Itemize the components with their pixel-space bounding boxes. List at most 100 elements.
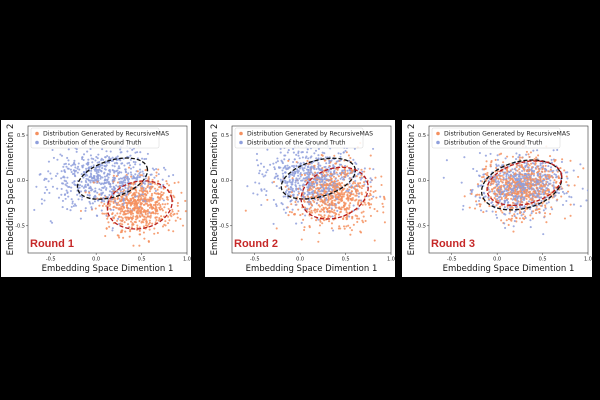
data-point-series-1 [139,201,142,204]
legend-marker [436,131,440,136]
data-point-series-1 [342,225,346,228]
data-point-series-1 [360,187,363,190]
data-point-series-2 [54,175,58,178]
data-point-series-2 [91,202,94,205]
data-point-series-2 [291,208,294,211]
data-point-series-1 [134,198,137,202]
data-point-series-1 [510,184,513,187]
data-point-series-1 [328,211,331,214]
data-point-series-2 [100,200,104,203]
data-point-series-1 [532,178,535,181]
data-point-series-2 [264,174,267,177]
data-point-series-2 [353,147,356,150]
data-point-series-1 [125,173,128,176]
data-point-series-2 [339,172,342,175]
data-point-series-2 [94,159,97,162]
data-point-series-1 [161,193,164,196]
data-point-series-2 [111,188,114,191]
data-point-series-2 [112,185,115,188]
data-point-series-1 [519,202,522,205]
data-point-series-2 [289,188,292,191]
legend-label: Distribution Generated by RecursiveMAS [247,131,373,138]
data-point-series-2 [76,167,79,170]
data-point-series-1 [538,193,541,196]
data-point-series-2 [286,184,289,187]
data-point-series-1 [174,219,177,222]
data-point-series-2 [553,173,556,176]
y-tick-label: 0.0 [418,178,426,184]
data-point-series-1 [345,225,348,228]
data-point-series-2 [84,173,87,176]
data-point-series-2 [495,163,498,166]
data-point-series-1 [486,171,489,174]
data-point-series-1 [309,211,312,214]
data-point-series-2 [508,193,511,196]
data-point-series-1 [162,191,165,195]
data-point-series-2 [142,175,145,178]
data-point-series-2 [321,195,324,199]
data-point-series-1 [540,204,543,207]
data-point-series-2 [124,194,127,197]
data-point-series-2 [101,176,104,179]
data-point-series-1 [136,226,139,229]
data-point-series-2 [477,199,481,202]
data-point-series-2 [69,209,72,212]
data-point-series-1 [121,223,124,226]
data-point-series-2 [516,199,519,202]
data-point-series-1 [333,192,336,195]
data-point-series-1 [533,190,536,193]
data-point-series-1 [540,184,543,187]
data-point-series-1 [321,166,324,170]
data-point-series-1 [486,174,489,177]
data-point-series-1 [292,213,296,216]
data-point-series-1 [112,216,115,219]
data-point-series-2 [121,191,124,194]
data-point-series-2 [60,177,63,180]
data-point-series-2 [348,188,351,191]
data-point-series-2 [99,177,102,180]
data-point-series-2 [90,157,93,160]
data-point-series-1 [109,207,112,210]
data-point-series-2 [74,204,78,207]
data-point-series-1 [544,164,547,167]
data-point-series-1 [543,184,546,187]
data-point-series-1 [156,231,159,235]
data-point-series-2 [509,205,512,208]
data-point-series-1 [114,206,117,209]
data-point-series-2 [94,178,97,182]
data-point-series-1 [331,204,334,207]
data-point-series-2 [85,167,88,170]
data-point-series-2 [541,162,544,165]
data-point-series-2 [544,207,547,210]
data-point-series-2 [123,178,126,181]
data-point-series-1 [116,219,119,222]
data-point-series-2 [102,158,105,161]
data-point-series-1 [158,197,161,200]
data-point-series-1 [176,216,179,219]
data-point-series-1 [525,190,528,193]
data-point-series-2 [502,177,505,181]
data-point-series-2 [282,208,285,211]
data-point-series-2 [537,181,540,184]
data-point-series-1 [139,198,142,201]
data-point-series-1 [326,207,329,210]
data-point-series-1 [535,156,538,159]
x-tick-label: -0.5 [250,257,260,263]
data-point-series-2 [96,157,99,160]
data-point-series-2 [92,158,95,161]
data-point-series-2 [568,195,571,198]
data-point-series-2 [144,200,147,203]
data-point-series-1 [145,222,148,225]
data-point-series-2 [122,203,125,206]
data-point-series-2 [341,170,344,173]
data-point-series-2 [90,206,93,209]
data-point-series-2 [101,167,104,170]
data-point-series-1 [369,185,373,188]
data-point-series-1 [518,156,522,159]
data-point-series-1 [547,175,550,178]
data-point-series-2 [81,156,84,159]
data-point-series-1 [161,225,165,228]
data-point-series-2 [128,161,131,164]
data-point-series-2 [290,183,293,186]
data-point-series-1 [354,214,357,217]
